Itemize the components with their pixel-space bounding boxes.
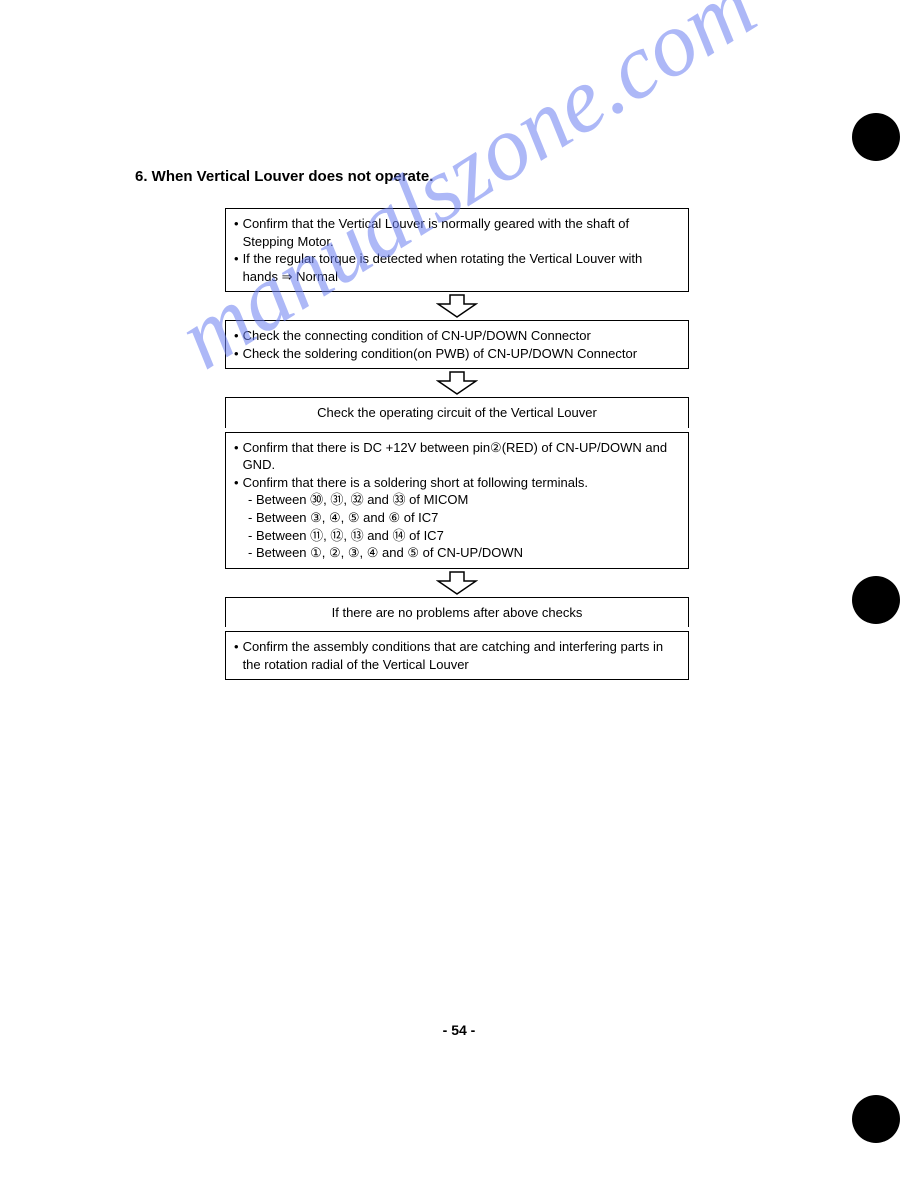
flow-step-4-body: •Confirm the assembly conditions that ar… (225, 631, 689, 680)
text: - Between ⑪, ⑫, ⑬ and ⑭ of IC7 (248, 527, 680, 545)
text: - Between ①, ②, ③, ④ and ⑤ of CN-UP/DOWN (248, 544, 680, 562)
text: Check the soldering condition(on PWB) of… (243, 345, 637, 363)
flow-step-3-body: •Confirm that there is DC +12V between p… (225, 432, 689, 569)
page-number: - 54 - (0, 1022, 918, 1038)
punch-hole-icon (852, 576, 900, 624)
punch-hole-icon (852, 1095, 900, 1143)
flow-step-4-header: If there are no problems after above che… (225, 597, 689, 628)
text: If the regular torque is detected when r… (243, 250, 680, 285)
arrow-down-icon (225, 294, 689, 318)
document-page: 6. When Vertical Louver does not operate… (0, 0, 918, 1188)
flow-step-2: •Check the connecting condition of CN-UP… (225, 320, 689, 369)
section-heading: 6. When Vertical Louver does not operate… (135, 168, 433, 185)
text: Check the connecting condition of CN-UP/… (243, 327, 591, 345)
text: Confirm that there is DC +12V between pi… (243, 439, 680, 474)
flowchart: •Confirm that the Vertical Louver is nor… (225, 208, 689, 680)
punch-hole-icon (852, 113, 900, 161)
text: Confirm that the Vertical Louver is norm… (243, 215, 680, 250)
text: Confirm that there is a soldering short … (243, 474, 588, 492)
text: - Between ㉚, ㉛, ㉜ and ㉝ of MICOM (248, 491, 680, 509)
arrow-down-icon (225, 571, 689, 595)
flow-step-3-header: Check the operating circuit of the Verti… (225, 397, 689, 428)
text: - Between ③, ④, ⑤ and ⑥ of IC7 (248, 509, 680, 527)
flow-step-1: •Confirm that the Vertical Louver is nor… (225, 208, 689, 292)
arrow-down-icon (225, 371, 689, 395)
text: Confirm the assembly conditions that are… (243, 638, 680, 673)
